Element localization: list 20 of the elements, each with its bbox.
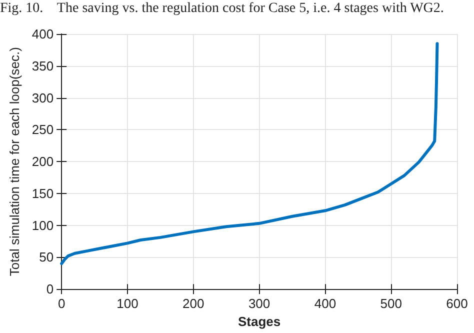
y-tick-label: 400 [32,26,54,42]
x-tick-label: 200 [182,296,204,312]
x-axis-title: Stages [238,314,281,329]
x-tick-label: 0 [58,296,66,312]
y-tick-label: 50 [39,250,54,265]
y-tick-label: 300 [32,90,54,106]
x-tick-label: 100 [116,296,138,312]
line-series [60,42,439,266]
x-tick-label: 300 [248,296,270,312]
caption: Fig. 10. The saving vs. the regulation cost for Case 5, i.e. 4 stages with WG2. [0,1,445,17]
x-tick-label: 400 [314,296,336,312]
y-axis-title: Total simulation time for each loop(sec.) [7,47,22,276]
y-tick-label: 350 [32,58,54,74]
y-tick-label: 100 [32,218,54,233]
y-tick-label: 250 [32,122,54,138]
y-tick-label: 150 [32,186,54,201]
y-tick-label: 200 [32,154,54,170]
x-tick-label: 500 [380,296,402,312]
y-tick-label: 0 [46,282,54,297]
x-tick-label: 600 [446,296,468,312]
